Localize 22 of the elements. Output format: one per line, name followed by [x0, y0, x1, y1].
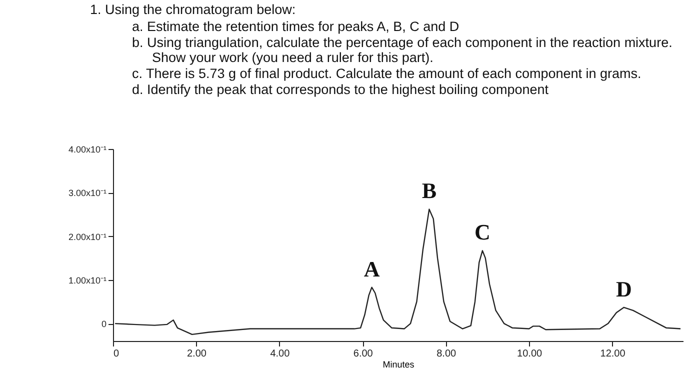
text: c. There is 5.73 g of final product. Calculate the amount of each component in grams.	[132, 66, 642, 81]
y-tick-label: 1.00x10⁻¹	[68, 275, 106, 286]
annotation: A	[364, 256, 380, 282]
x-tick-label: 8.00	[436, 348, 457, 360]
x-tick-label: 10.00	[517, 348, 543, 360]
text: a. Estimate the retention times for peaks A, B, C and D	[132, 19, 460, 34]
chart-title: 1. Using the chromatogram below:	[90, 2, 297, 17]
x-tick-label: 6.00	[353, 348, 374, 360]
x-tick-label: 0	[114, 348, 120, 360]
annotation: B	[422, 178, 437, 204]
text: d. Identify the peak that corresponds to the highest boiling component	[132, 82, 550, 97]
y-tick-label: 3.00x10⁻¹	[68, 188, 106, 198]
x-tick-label: 4.00	[270, 348, 290, 360]
y-tick-label: 4.00x10⁻¹	[68, 144, 106, 154]
x-tick-label: 2.00	[186, 348, 207, 360]
annotation: D	[616, 276, 632, 302]
annotation: C	[474, 220, 490, 245]
x-axis-title: Minutes	[382, 360, 415, 370]
y-tick-label: 0	[101, 319, 106, 330]
y-tick-label: 2.00x10⁻¹	[68, 232, 106, 242]
x-tick-label: 12.00	[600, 348, 626, 360]
text: b. Using triangulation, calculate the percentage of each component in the reaction mixture. Show your work (you need a ruler for this part).	[132, 35, 674, 65]
